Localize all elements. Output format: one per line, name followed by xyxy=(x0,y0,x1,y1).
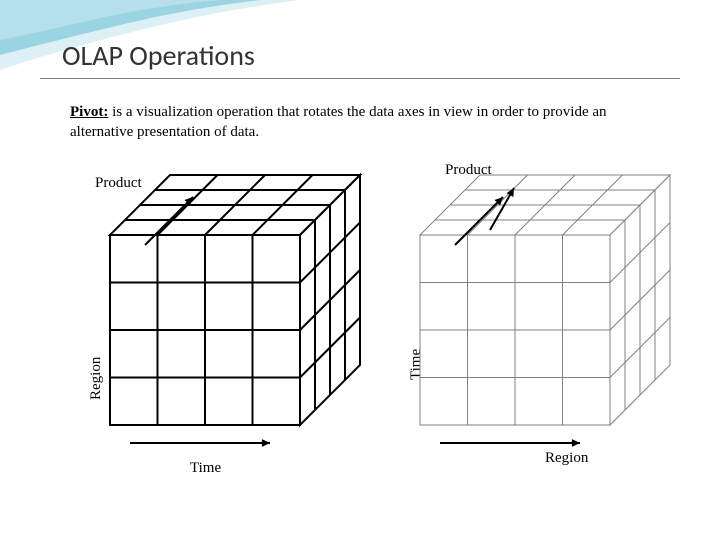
right-cube-svg xyxy=(0,0,720,540)
